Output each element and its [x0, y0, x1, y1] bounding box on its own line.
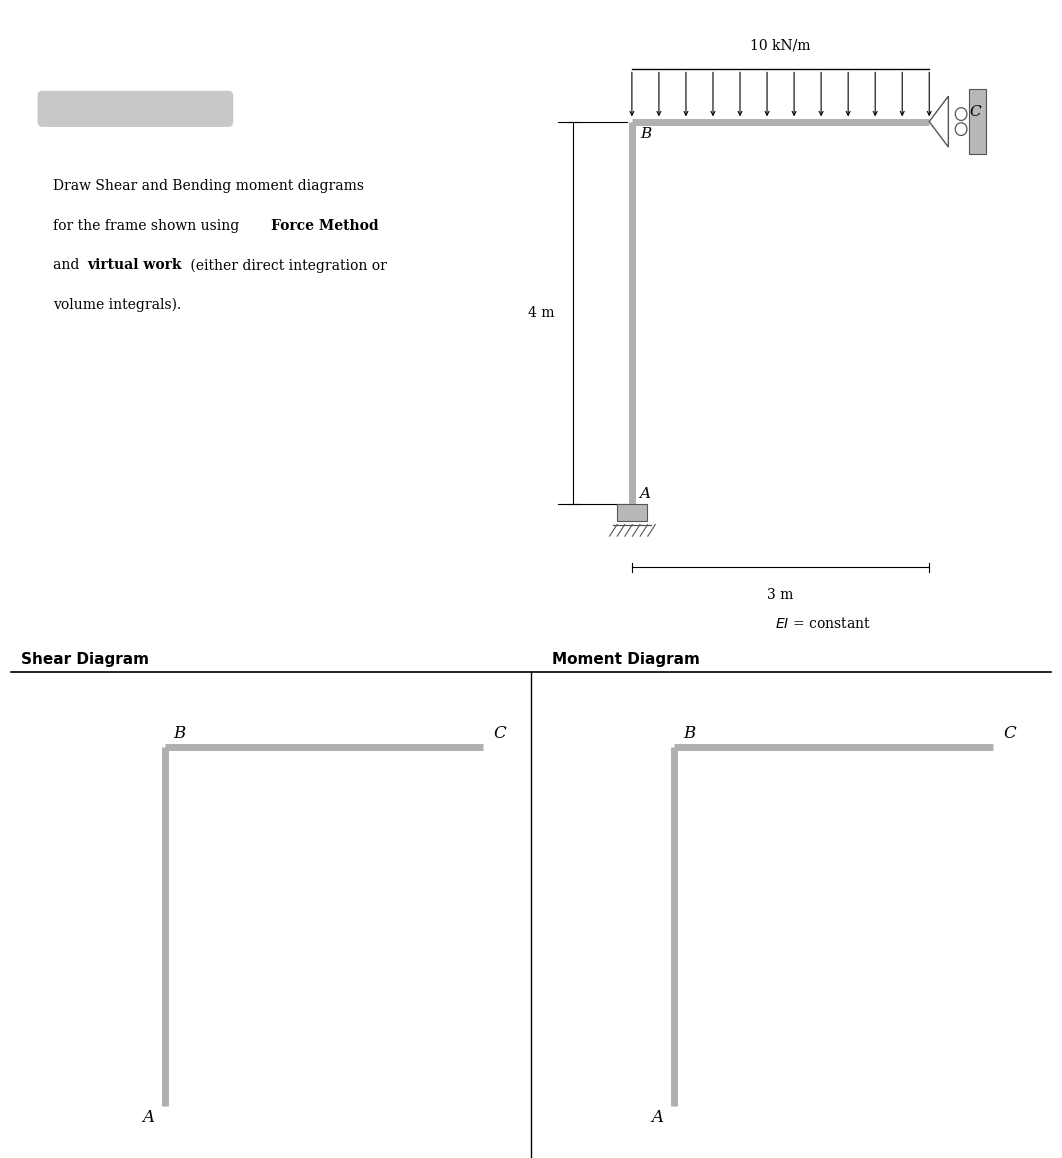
Text: 3 m: 3 m: [768, 588, 793, 602]
Text: Draw Shear and Bending moment diagrams: Draw Shear and Bending moment diagrams: [53, 179, 364, 193]
Text: Moment Diagram: Moment Diagram: [552, 652, 700, 667]
Text: $EI$ = constant: $EI$ = constant: [775, 616, 871, 631]
Text: Shear Diagram: Shear Diagram: [21, 652, 150, 667]
Text: and: and: [53, 258, 84, 272]
Text: for the frame shown using: for the frame shown using: [53, 219, 243, 233]
Text: virtual work: virtual work: [87, 258, 182, 272]
Text: C: C: [1004, 725, 1016, 742]
Text: B: B: [640, 127, 652, 141]
Text: B: B: [173, 725, 186, 742]
Text: 10 kN/m: 10 kN/m: [751, 38, 810, 52]
Text: (either direct integration or: (either direct integration or: [186, 258, 387, 272]
Text: A: A: [142, 1109, 154, 1127]
Text: A: A: [639, 488, 650, 501]
Polygon shape: [929, 96, 948, 147]
Text: B: B: [683, 725, 696, 742]
Text: volume integrals).: volume integrals).: [53, 298, 182, 312]
FancyBboxPatch shape: [38, 91, 233, 126]
Bar: [617, 504, 647, 521]
Text: A: A: [652, 1109, 664, 1127]
Bar: [969, 89, 986, 154]
Text: C: C: [970, 105, 981, 119]
Text: 4 m: 4 m: [528, 306, 554, 320]
Text: Force Method: Force Method: [271, 219, 378, 233]
Circle shape: [955, 108, 966, 120]
Text: C: C: [494, 725, 507, 742]
Circle shape: [955, 123, 966, 135]
